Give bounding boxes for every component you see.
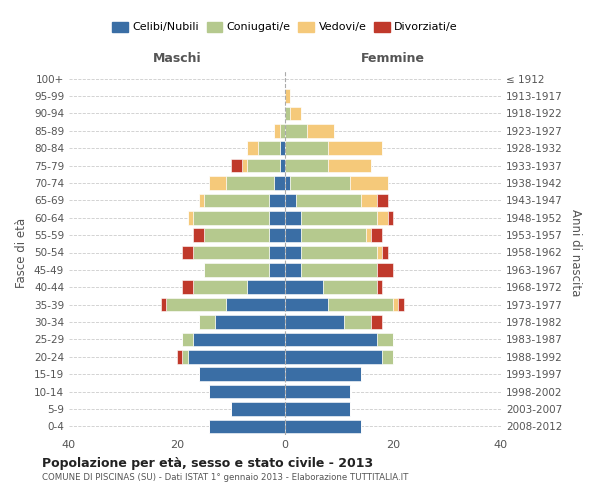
Bar xyxy=(182,280,193,294)
Bar xyxy=(377,280,382,294)
Bar xyxy=(301,228,366,242)
Bar xyxy=(285,159,328,172)
Bar xyxy=(166,298,226,312)
Bar xyxy=(231,402,285,415)
Bar xyxy=(188,350,285,364)
Bar xyxy=(209,420,285,433)
Bar xyxy=(247,159,280,172)
Text: Maschi: Maschi xyxy=(152,52,202,65)
Bar xyxy=(280,159,285,172)
Bar xyxy=(188,211,193,224)
Bar xyxy=(258,142,280,155)
Bar xyxy=(193,228,204,242)
Bar xyxy=(193,246,269,260)
Bar xyxy=(242,159,247,172)
Legend: Celibi/Nubili, Coniugati/e, Vedovi/e, Divorziati/e: Celibi/Nubili, Coniugati/e, Vedovi/e, Di… xyxy=(108,17,462,37)
Bar xyxy=(209,176,226,190)
Bar xyxy=(269,263,285,276)
Bar xyxy=(377,211,388,224)
Bar xyxy=(377,263,393,276)
Bar xyxy=(285,350,382,364)
Bar xyxy=(285,246,301,260)
Bar xyxy=(285,332,377,346)
Bar xyxy=(285,142,328,155)
Bar xyxy=(285,263,301,276)
Bar xyxy=(269,228,285,242)
Bar xyxy=(285,298,328,312)
Bar xyxy=(382,246,388,260)
Bar xyxy=(199,194,204,207)
Bar xyxy=(328,159,371,172)
Bar xyxy=(199,315,215,329)
Bar xyxy=(296,194,361,207)
Bar xyxy=(269,246,285,260)
Bar xyxy=(301,211,377,224)
Bar xyxy=(280,142,285,155)
Bar xyxy=(285,176,290,190)
Bar xyxy=(366,228,371,242)
Bar xyxy=(193,280,247,294)
Bar xyxy=(398,298,404,312)
Bar xyxy=(301,246,377,260)
Bar xyxy=(285,106,290,120)
Bar xyxy=(193,211,269,224)
Bar xyxy=(307,124,334,138)
Bar xyxy=(285,228,301,242)
Bar xyxy=(285,211,301,224)
Bar xyxy=(285,124,307,138)
Bar xyxy=(285,402,350,415)
Y-axis label: Anni di nascita: Anni di nascita xyxy=(569,209,582,296)
Bar xyxy=(285,385,350,398)
Bar xyxy=(290,106,301,120)
Bar xyxy=(328,298,393,312)
Bar xyxy=(301,263,377,276)
Bar xyxy=(231,159,242,172)
Bar xyxy=(285,315,344,329)
Bar xyxy=(377,332,393,346)
Bar xyxy=(393,298,398,312)
Bar xyxy=(215,315,285,329)
Bar xyxy=(344,315,371,329)
Bar xyxy=(328,142,382,155)
Bar xyxy=(182,350,188,364)
Bar xyxy=(285,194,296,207)
Bar xyxy=(280,124,285,138)
Bar xyxy=(182,332,193,346)
Bar xyxy=(377,246,382,260)
Bar xyxy=(204,263,269,276)
Bar xyxy=(274,176,285,190)
Bar xyxy=(388,211,393,224)
Y-axis label: Fasce di età: Fasce di età xyxy=(16,218,28,288)
Bar xyxy=(285,420,361,433)
Bar xyxy=(377,194,388,207)
Text: Popolazione per età, sesso e stato civile - 2013: Popolazione per età, sesso e stato civil… xyxy=(42,458,373,470)
Bar xyxy=(285,368,361,381)
Bar xyxy=(247,280,285,294)
Bar xyxy=(382,350,393,364)
Bar xyxy=(226,176,274,190)
Bar xyxy=(285,90,290,103)
Bar xyxy=(204,228,269,242)
Bar xyxy=(323,280,377,294)
Bar xyxy=(177,350,182,364)
Text: COMUNE DI PISCINAS (SU) - Dati ISTAT 1° gennaio 2013 - Elaborazione TUTTITALIA.I: COMUNE DI PISCINAS (SU) - Dati ISTAT 1° … xyxy=(42,474,409,482)
Bar xyxy=(285,280,323,294)
Bar xyxy=(161,298,166,312)
Bar xyxy=(269,211,285,224)
Bar xyxy=(361,194,377,207)
Bar xyxy=(269,194,285,207)
Bar xyxy=(199,368,285,381)
Bar xyxy=(350,176,388,190)
Bar xyxy=(247,142,258,155)
Bar xyxy=(193,332,285,346)
Bar xyxy=(182,246,193,260)
Bar xyxy=(204,194,269,207)
Bar xyxy=(226,298,285,312)
Text: Femmine: Femmine xyxy=(361,52,425,65)
Bar xyxy=(371,228,382,242)
Bar xyxy=(290,176,350,190)
Bar xyxy=(209,385,285,398)
Bar xyxy=(371,315,382,329)
Bar xyxy=(274,124,280,138)
